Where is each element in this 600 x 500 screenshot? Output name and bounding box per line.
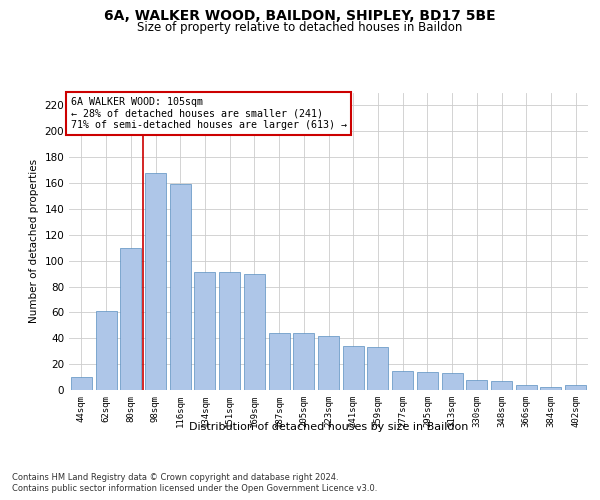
Bar bbox=[244, 274, 265, 390]
Bar bbox=[95, 311, 116, 390]
Text: Size of property relative to detached houses in Baildon: Size of property relative to detached ho… bbox=[137, 21, 463, 34]
Bar bbox=[71, 377, 92, 390]
Bar bbox=[145, 172, 166, 390]
Bar bbox=[343, 346, 364, 390]
Text: 6A, WALKER WOOD, BAILDON, SHIPLEY, BD17 5BE: 6A, WALKER WOOD, BAILDON, SHIPLEY, BD17 … bbox=[104, 9, 496, 23]
Bar bbox=[466, 380, 487, 390]
Text: Contains HM Land Registry data © Crown copyright and database right 2024.: Contains HM Land Registry data © Crown c… bbox=[12, 472, 338, 482]
Bar bbox=[442, 373, 463, 390]
Bar bbox=[516, 385, 537, 390]
Text: 6A WALKER WOOD: 105sqm
← 28% of detached houses are smaller (241)
71% of semi-de: 6A WALKER WOOD: 105sqm ← 28% of detached… bbox=[71, 97, 347, 130]
Text: Distribution of detached houses by size in Baildon: Distribution of detached houses by size … bbox=[189, 422, 469, 432]
Bar bbox=[491, 381, 512, 390]
Bar bbox=[120, 248, 141, 390]
Text: Contains public sector information licensed under the Open Government Licence v3: Contains public sector information licen… bbox=[12, 484, 377, 493]
Bar bbox=[170, 184, 191, 390]
Bar bbox=[269, 333, 290, 390]
Y-axis label: Number of detached properties: Number of detached properties bbox=[29, 159, 39, 324]
Bar bbox=[194, 272, 215, 390]
Bar bbox=[367, 348, 388, 390]
Bar bbox=[219, 272, 240, 390]
Bar bbox=[392, 370, 413, 390]
Bar bbox=[417, 372, 438, 390]
Bar bbox=[318, 336, 339, 390]
Bar bbox=[293, 333, 314, 390]
Bar bbox=[565, 385, 586, 390]
Bar bbox=[541, 388, 562, 390]
